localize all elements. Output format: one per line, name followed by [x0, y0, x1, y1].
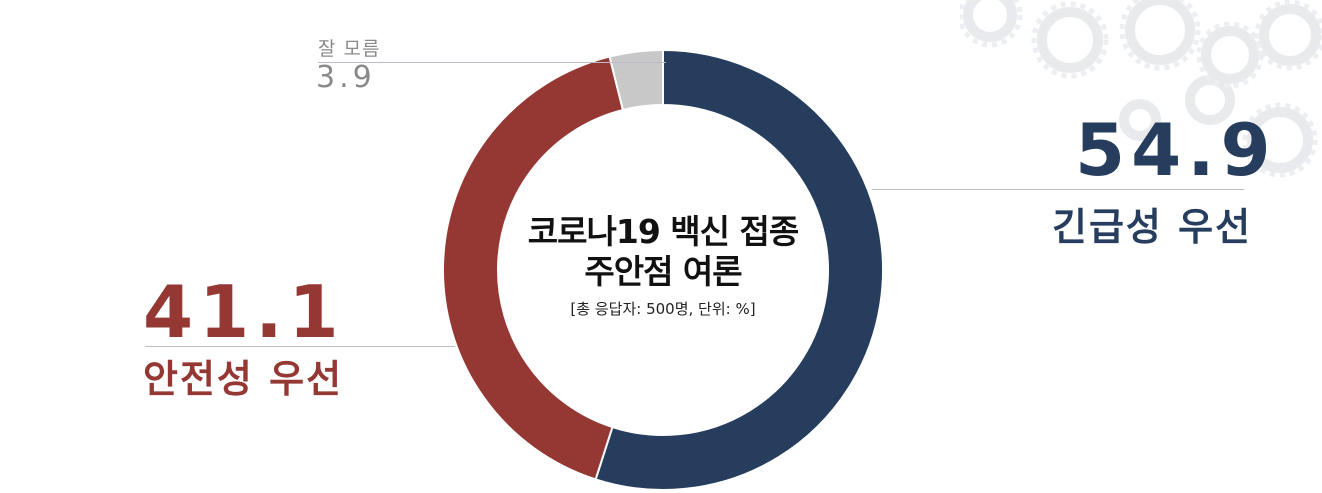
unknown-value: 3.9 — [316, 60, 376, 95]
chart-respondent-note: [총 응답자: 500명, 단위: %] — [570, 300, 756, 318]
chart-title-line-1: 코로나19 백신 접종 — [527, 212, 799, 251]
slice-urgent — [594, 48, 884, 491]
urgent-label: 긴급성 우선 — [1052, 205, 1253, 249]
gears-background-icon — [960, 0, 1322, 178]
leader-line-unknown — [318, 62, 666, 63]
leader-line-urgent — [872, 189, 1244, 190]
slice-unknown — [608, 48, 664, 112]
safety-value: 41.1 — [143, 270, 345, 354]
chart-center-title: 코로나19 백신 접종 주안점 여론 [총 응답자: 500명, 단위: %] — [503, 212, 823, 319]
unknown-label: 잘 모름 — [318, 38, 381, 60]
chart-title-line-2: 주안점 여론 — [584, 252, 742, 291]
safety-label: 안전성 우선 — [143, 357, 344, 401]
urgent-value: 54.9 — [1075, 108, 1277, 192]
leader-line-safety — [145, 346, 455, 347]
slice-safety — [442, 55, 625, 481]
